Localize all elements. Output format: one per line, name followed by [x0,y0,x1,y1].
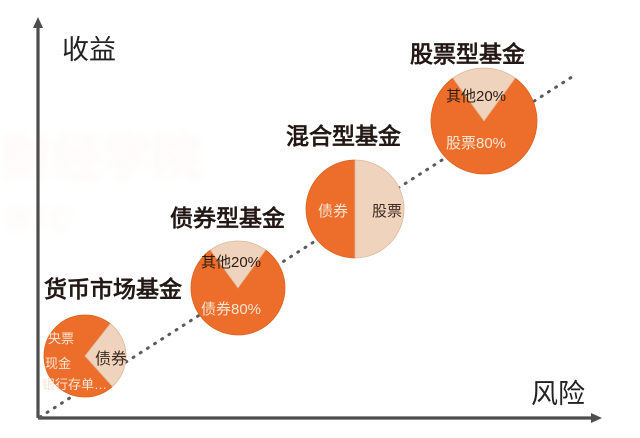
svg-text:财经学院: 财经学院 [2,130,202,186]
